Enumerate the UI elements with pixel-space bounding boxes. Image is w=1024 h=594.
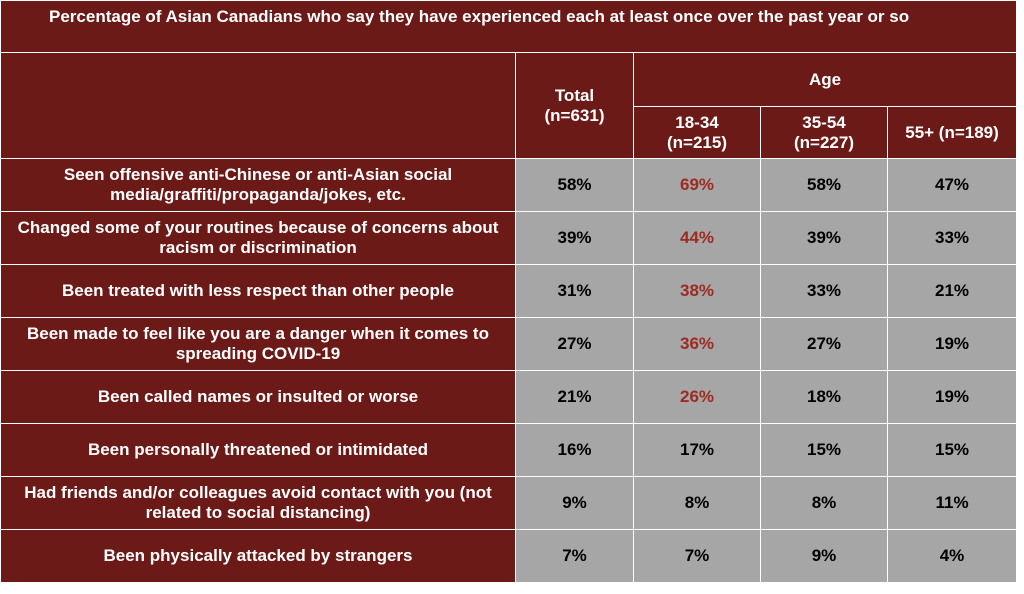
value-cell: 9%	[760, 529, 888, 583]
age-column-header-55-plus: 55+ (n=189)	[886, 106, 1018, 159]
value-cell: 26%	[633, 370, 761, 424]
age-column-label: 18-34	[675, 112, 719, 132]
row-label: Changed some of your routines because of…	[0, 211, 516, 265]
value-cell: 33%	[886, 211, 1018, 265]
age-column-header-35-54: 35-54 (n=227)	[760, 106, 888, 159]
total-n: (n=631)	[544, 105, 605, 125]
row-label: Been treated with less respect than othe…	[0, 264, 516, 318]
table-row: Been treated with less respect than othe…	[0, 264, 1018, 318]
value-cell: 69%	[633, 158, 761, 212]
value-cell: 15%	[886, 423, 1018, 477]
table-row: Had friends and/or colleagues avoid cont…	[0, 476, 1018, 530]
table-row: Changed some of your routines because of…	[0, 211, 1018, 265]
value-cell: 39%	[515, 211, 634, 265]
row-label: Been physically attacked by strangers	[0, 529, 516, 583]
age-column-n: (n=215)	[667, 132, 727, 152]
row-label: Been personally threatened or intimidate…	[0, 423, 516, 477]
row-label: Been made to feel like you are a danger …	[0, 317, 516, 371]
value-cell: 21%	[886, 264, 1018, 318]
age-column-n: (n=227)	[794, 132, 854, 152]
value-cell: 47%	[886, 158, 1018, 212]
value-cell: 21%	[515, 370, 634, 424]
value-cell: 31%	[515, 264, 634, 318]
table-row: Seen offensive anti-Chinese or anti-Asia…	[0, 158, 1018, 212]
value-cell: 9%	[515, 476, 634, 530]
age-group-header: Age	[632, 52, 1018, 107]
value-cell: 58%	[760, 158, 888, 212]
table-title: Percentage of Asian Canadians who say th…	[0, 0, 1018, 53]
table-row: Been personally threatened or intimidate…	[0, 423, 1018, 477]
row-label-header	[0, 52, 516, 159]
value-cell: 27%	[515, 317, 634, 371]
value-cell: 8%	[633, 476, 761, 530]
value-cell: 4%	[886, 529, 1018, 583]
row-label: Had friends and/or colleagues avoid cont…	[0, 476, 516, 530]
value-cell: 11%	[886, 476, 1018, 530]
total-label: Total	[554, 85, 595, 105]
age-column-label: 55+ (n=189)	[905, 122, 999, 142]
survey-table-container: Percentage of Asian Canadians who say th…	[0, 0, 1018, 583]
survey-table: Percentage of Asian Canadians who say th…	[0, 0, 1018, 583]
value-cell: 58%	[515, 158, 634, 212]
table-row: Been made to feel like you are a danger …	[0, 317, 1018, 371]
value-cell: 17%	[633, 423, 761, 477]
value-cell: 39%	[760, 211, 888, 265]
value-cell: 27%	[760, 317, 888, 371]
age-column-label: 35-54	[802, 112, 846, 132]
table-row: Been physically attacked by strangers 7% 7…	[0, 529, 1018, 583]
table-body: Seen offensive anti-Chinese or anti-Asia…	[0, 158, 1018, 583]
value-cell: 7%	[633, 529, 761, 583]
value-cell: 19%	[886, 370, 1018, 424]
value-cell: 33%	[760, 264, 888, 318]
value-cell: 36%	[633, 317, 761, 371]
age-column-header-18-34: 18-34 (n=215)	[633, 106, 761, 159]
value-cell: 7%	[515, 529, 634, 583]
row-label: Seen offensive anti-Chinese or anti-Asia…	[0, 158, 516, 212]
value-cell: 18%	[760, 370, 888, 424]
value-cell: 19%	[886, 317, 1018, 371]
value-cell: 15%	[760, 423, 888, 477]
table-row: Been called names or insulted or worse 21…	[0, 370, 1018, 424]
total-column-header: Total (n=631)	[515, 52, 634, 159]
value-cell: 38%	[633, 264, 761, 318]
value-cell: 44%	[633, 211, 761, 265]
value-cell: 8%	[760, 476, 888, 530]
row-label: Been called names or insulted or worse	[0, 370, 516, 424]
value-cell: 16%	[515, 423, 634, 477]
